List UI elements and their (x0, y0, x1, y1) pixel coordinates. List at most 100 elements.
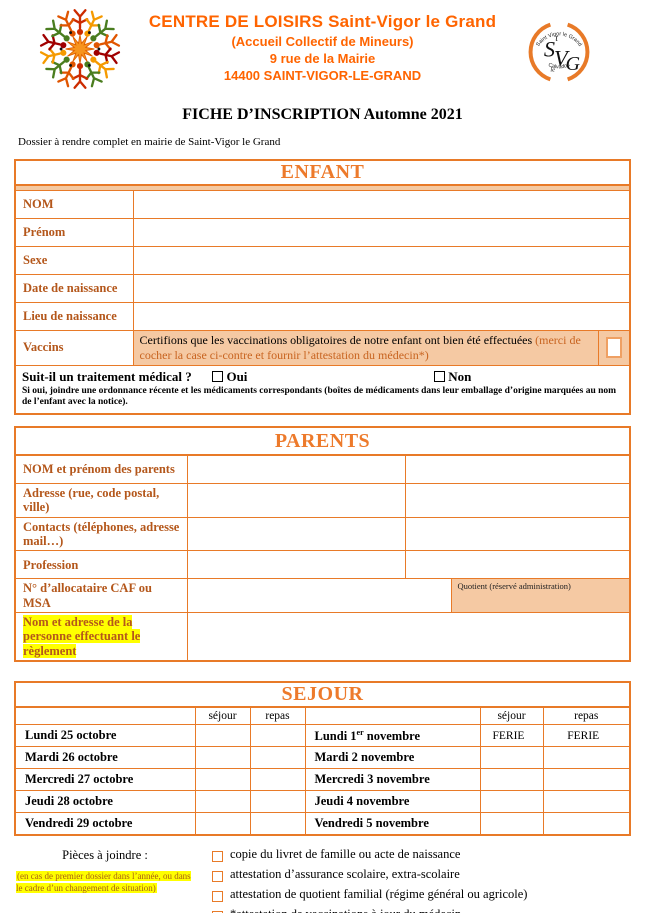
vaccins-checkbox-cell (598, 329, 631, 366)
sejour-cell[interactable] (194, 768, 251, 792)
sexe-field[interactable] (132, 245, 631, 275)
repas-cell[interactable] (542, 768, 631, 792)
sejour-cell[interactable] (194, 812, 251, 836)
table-row: Vendredi 29 octobre Vendredi 5 novembre (14, 812, 631, 836)
prenom-field[interactable] (132, 217, 631, 247)
checkbox-icon[interactable] (212, 870, 223, 882)
list-item: copie du livret de famille ou acte de na… (212, 848, 527, 862)
sun-icon (65, 34, 95, 64)
repas-cell[interactable] (249, 812, 306, 836)
repas-cell[interactable] (542, 746, 631, 770)
table-row: Contacts (téléphones, adresse mail…) (14, 516, 631, 552)
oui-checkbox-icon[interactable] (212, 370, 224, 382)
date-label: Mardi 2 novembre (304, 746, 481, 770)
parents-nom-label: NOM et prénom des parents (14, 454, 188, 484)
svg-town-stamp-logo: Saint Vigor le Grand Calvados S t V le G (528, 22, 590, 82)
repas-cell[interactable] (249, 746, 306, 770)
col-header-repas: repas (542, 706, 631, 726)
table-row: NOM (14, 189, 631, 219)
vaccins-statement: Certifions que les vaccinations obligato… (132, 329, 600, 366)
checklist-label: attestation de quotient familial (régime… (230, 886, 528, 901)
svg-text:V: V (554, 46, 570, 71)
nom-field[interactable] (132, 189, 631, 219)
repas-cell[interactable] (542, 812, 631, 836)
treatment-question: Suit-il un traitement médical ? (22, 368, 192, 384)
vaccins-checkbox-icon[interactable] (606, 337, 623, 358)
sejour-cell[interactable] (194, 746, 251, 770)
repas-cell: FERIE (542, 724, 631, 748)
sejour-cell[interactable] (479, 746, 544, 770)
pieces-section: Pièces à joindre : (en cas de premier do… (16, 848, 645, 913)
sejour-cell[interactable] (194, 790, 251, 814)
payer-field[interactable] (186, 612, 631, 662)
parent1-nom-field[interactable] (186, 454, 406, 484)
date-naissance-field[interactable] (132, 273, 631, 303)
treatment-note: Si oui, joindre une ordonnance récente e… (22, 385, 617, 408)
centre-de-loisirs-logo (39, 9, 121, 89)
non-checkbox-icon[interactable] (433, 370, 445, 382)
parent2-adresse-field[interactable] (404, 482, 631, 518)
parent1-profession-field[interactable] (186, 550, 406, 580)
letterhead: CENTRE DE LOISIRS Saint-Vigor le Grand (… (0, 0, 645, 83)
sejour-cell[interactable] (479, 790, 544, 814)
repas-cell[interactable] (542, 790, 631, 814)
section-title-enfant: ENFANT (14, 159, 631, 186)
parent2-profession-field[interactable] (404, 550, 631, 580)
stamp-arc-bottom-text: Calvados (547, 62, 571, 70)
org-name: CENTRE DE LOISIRS Saint-Vigor le Grand (148, 12, 497, 31)
parent2-contacts-field[interactable] (404, 516, 631, 552)
repas-cell[interactable] (249, 790, 306, 814)
table-row: Mercredi 27 octobre Mercredi 3 novembre (14, 768, 631, 792)
org-address-line1: 9 rue de la Mairie (269, 51, 376, 66)
table-row: Vaccins Certifions que les vaccinations … (14, 329, 631, 366)
caf-field[interactable] (186, 578, 452, 613)
table-row: Suit-il un traitement médical ? Oui Non (15, 364, 630, 385)
date-label: Jeudi 4 novembre (304, 790, 481, 814)
parent1-adresse-field[interactable] (186, 482, 406, 518)
section-title-parents: PARENTS (14, 426, 631, 457)
checkbox-icon[interactable] (212, 890, 223, 902)
nom-label: NOM (14, 189, 134, 219)
table-row: Si oui, joindre une ordonnance récente e… (15, 385, 630, 415)
date-label: Lundi 1er novembre (304, 724, 481, 748)
table-row: Mardi 26 octobre Mardi 2 novembre (14, 746, 631, 770)
table-row: NOM et prénom des parents (14, 454, 631, 484)
sejour-cell[interactable] (479, 812, 544, 836)
vaccins-text: Certifions que les vaccinations obligato… (139, 332, 536, 347)
checklist-label: copie du livret de famille ou acte de na… (230, 846, 461, 861)
parent1-contacts-field[interactable] (186, 516, 406, 552)
adresse-label: Adresse (rue, code postal, ville) (14, 482, 188, 518)
lieu-naissance-field[interactable] (132, 301, 631, 331)
prenom-label: Prénom (14, 217, 134, 247)
table-row: N° d’allocataire CAF ou MSA Quotient (ré… (14, 578, 631, 613)
payer-label-highlight: Nom et adresse de la personne effectuant… (23, 615, 141, 658)
sejour-cell[interactable] (194, 724, 251, 748)
date-label: Mercredi 27 octobre (14, 768, 196, 792)
date-label: Vendredi 5 novembre (304, 812, 481, 836)
list-item: attestation de quotient familial (régime… (212, 888, 527, 902)
pieces-note: (en cas de premier dossier dans l’année,… (16, 870, 191, 893)
caf-label: N° d’allocataire CAF ou MSA (14, 578, 188, 613)
date-label: Mercredi 3 novembre (304, 768, 481, 792)
svg-text:t: t (555, 34, 558, 44)
vaccins-note: (merci de cocher la case ci-contre et fo… (139, 332, 581, 362)
svg-text:Calvados: Calvados (547, 62, 571, 70)
col-header-repas: repas (249, 706, 306, 726)
table-row: Sexe (14, 245, 631, 275)
form-title: FICHE D’INSCRIPTION Automne 2021 (182, 106, 463, 123)
table-row: Prénom (14, 217, 631, 247)
sejour-cell[interactable] (479, 768, 544, 792)
pieces-checklist: copie du livret de famille ou acte de na… (212, 848, 527, 913)
repas-cell[interactable] (249, 768, 306, 792)
date-label: Jeudi 28 octobre (14, 790, 196, 814)
repas-cell[interactable] (249, 724, 306, 748)
parents-table: PARENTS NOM et prénom des parents Adress… (14, 426, 631, 663)
quotient-cell[interactable]: Quotient (réservé administration) (450, 578, 631, 613)
oui-label: Oui (226, 368, 248, 384)
parent2-nom-field[interactable] (404, 454, 631, 484)
checkbox-icon[interactable] (212, 850, 223, 862)
checkbox-icon[interactable] (212, 910, 223, 913)
vaccins-label: Vaccins (14, 329, 134, 366)
pieces-a-joindre-label: Pièces à joindre : (62, 847, 148, 862)
date-label: Mardi 26 octobre (14, 746, 196, 770)
